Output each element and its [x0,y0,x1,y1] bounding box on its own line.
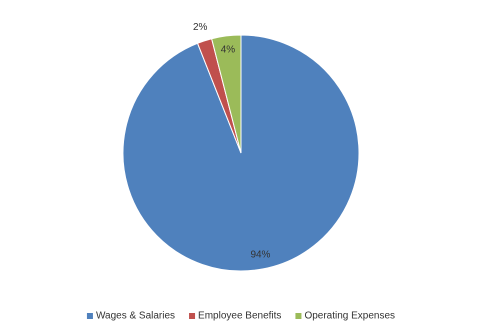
legend-swatch [86,313,93,319]
data-label: 2% [193,22,208,33]
legend-label: Operating Expenses [304,311,395,322]
legend-label: Employee Benefits [198,311,281,322]
data-label: 94% [250,250,270,261]
legend-label: Wages & Salaries [96,311,175,322]
legend: Wages & Salaries Employee Benefits Operati… [86,311,395,322]
legend-swatch [295,313,302,319]
legend-swatch [189,313,196,319]
pie-slice [211,34,242,154]
data-label: 4% [221,45,236,56]
